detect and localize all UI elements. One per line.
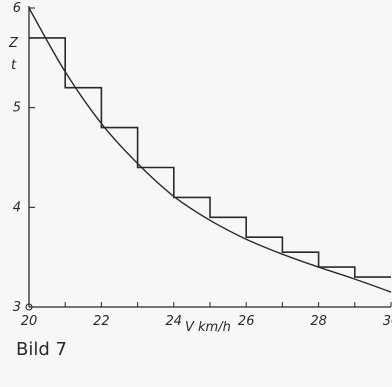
x-tick-label: 28 — [310, 314, 327, 329]
x-tick-label: 22 — [93, 314, 110, 329]
series-step — [29, 37, 391, 278]
chart-ticks: 3 4 5 6 20 22 24 26 28 30 — [13, 1, 392, 329]
series-curve — [28, 7, 392, 293]
y-axis-label-line-2: t — [11, 58, 17, 73]
x-tick-label: 20 — [21, 314, 38, 329]
y-tick-label: 6 — [13, 1, 21, 16]
chart-axes — [25, 6, 391, 311]
y-tick-label: 3 — [13, 300, 21, 315]
y-tick-label: 4 — [13, 200, 21, 215]
x-axis-label: V km/h — [185, 320, 231, 335]
x-tick-label: 30 — [383, 314, 392, 329]
x-tick-label: 24 — [166, 314, 183, 329]
y-tick-label: 5 — [13, 101, 21, 116]
figure-caption: Bild 7 — [16, 339, 67, 360]
y-axis-label-line-1: Z — [8, 36, 19, 51]
chart-series — [28, 7, 392, 293]
x-tick-label: 26 — [238, 314, 255, 329]
chart-labels: Z t V km/h Bild 7 — [8, 36, 231, 360]
